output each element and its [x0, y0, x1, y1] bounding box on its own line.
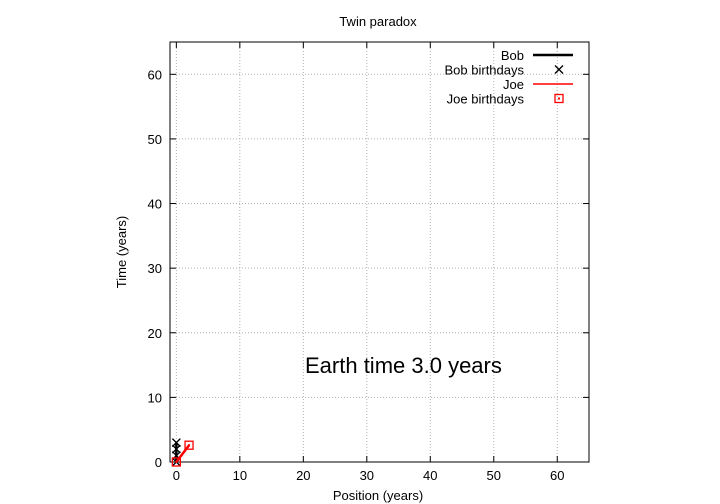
x-tick-label: 50 — [487, 468, 501, 483]
x-tick-label: 60 — [550, 468, 564, 483]
series-joe-birthdays-point — [171, 457, 181, 467]
y-tick-label: 20 — [148, 326, 162, 341]
x-tick-label: 40 — [423, 468, 437, 483]
series-bob-birthdays-point — [171, 444, 181, 454]
y-tick-label: 60 — [148, 67, 162, 82]
legend-label-joe-birthdays: Joe birthdays — [447, 92, 525, 107]
y-tick-label: 10 — [148, 390, 162, 405]
x-tick-label: 20 — [296, 468, 310, 483]
y-tick-label: 0 — [155, 455, 162, 470]
plot-frame — [169, 41, 590, 463]
legend-sample-joe-birthdays — [554, 93, 564, 104]
x-tick-label: 10 — [233, 468, 247, 483]
x-tick-label: 0 — [173, 468, 180, 483]
x-axis-label: Position (years) — [333, 488, 423, 503]
legend-sample-bob-birthdays — [554, 65, 564, 74]
chart-title: Twin paradox — [339, 14, 417, 29]
y-tick-label: 30 — [148, 261, 162, 276]
axis-ticks: 0 10 20 30 40 50 60 0 10 20 30 40 50 60 — [148, 42, 589, 483]
y-tick-label: 50 — [148, 132, 162, 147]
legend-label-joe: Joe — [503, 77, 524, 92]
x-tick-label: 30 — [360, 468, 374, 483]
series-bob-birthdays-point — [171, 438, 181, 448]
series-joe-line — [175, 444, 191, 463]
grid-lines — [170, 42, 589, 463]
earth-time-annotation: Earth time 3.0 years — [305, 353, 502, 378]
legend-label-bob: Bob — [501, 48, 524, 63]
series-joe-birthdays-point — [184, 440, 194, 450]
y-tick-label: 40 — [148, 197, 162, 212]
y-axis-label: Time (years) — [114, 216, 129, 288]
series-layer — [171, 438, 194, 467]
legend-label-bob-birthdays: Bob birthdays — [445, 63, 525, 78]
